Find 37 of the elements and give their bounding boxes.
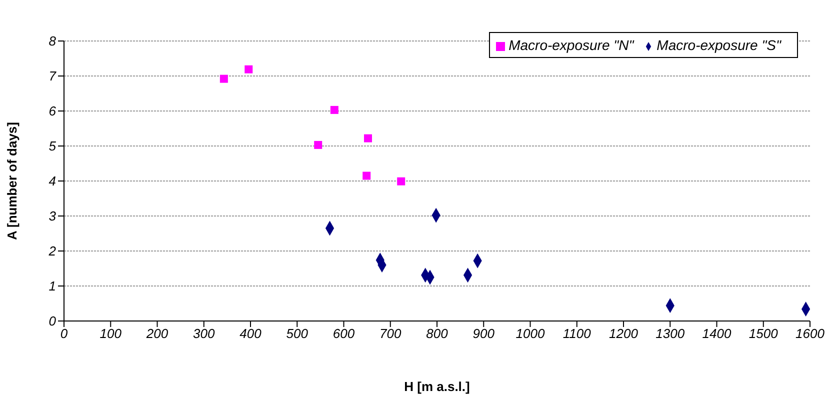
x-tick-label: 1000 — [516, 326, 546, 342]
x-axis-title: H [m a.s.l.] — [404, 379, 470, 394]
x-tick-label: 1600 — [796, 326, 826, 342]
x-tick-label: 1400 — [702, 326, 732, 342]
x-tick-label: 0 — [60, 326, 68, 342]
x-tick-label: 300 — [193, 326, 216, 342]
x-tick-label: 1100 — [562, 326, 592, 342]
y-tick-label: 6 — [48, 104, 57, 119]
y-tick-label: 3 — [48, 208, 57, 224]
y-tick-label: 2 — [48, 244, 57, 259]
x-tick-label: 1200 — [609, 326, 639, 342]
point — [364, 134, 372, 142]
y-axis-title: A [number of days] — [4, 122, 20, 240]
point — [314, 140, 322, 149]
x-tick-label: 900 — [472, 326, 496, 342]
point — [330, 106, 338, 114]
y-tick-label: 4 — [48, 174, 56, 189]
point — [397, 177, 406, 186]
x-tick-label: 1300 — [656, 326, 686, 342]
x-tick-label: 700 — [380, 326, 402, 342]
y-tick-label: 0 — [48, 314, 57, 329]
x-tick-label: 100 — [100, 326, 122, 342]
x-tick-label: 500 — [286, 326, 309, 342]
y-tick-label: 7 — [48, 68, 57, 84]
x-tick-label: 800 — [426, 326, 449, 342]
x-tick-label: 200 — [145, 326, 169, 342]
y-tick-label: 8 — [48, 34, 57, 49]
point — [220, 74, 228, 83]
legend-label: Macro-exposure "S" — [656, 37, 781, 53]
point — [244, 65, 253, 74]
point — [362, 172, 371, 180]
y-tick-label: 5 — [48, 138, 57, 154]
x-tick-label: 600 — [332, 326, 356, 342]
y-tick-label: 1 — [48, 278, 56, 294]
x-tick-label: 1500 — [748, 326, 779, 342]
x-tick-label: 400 — [240, 326, 262, 342]
legend-label: Macro-exposure "N" — [508, 37, 634, 53]
